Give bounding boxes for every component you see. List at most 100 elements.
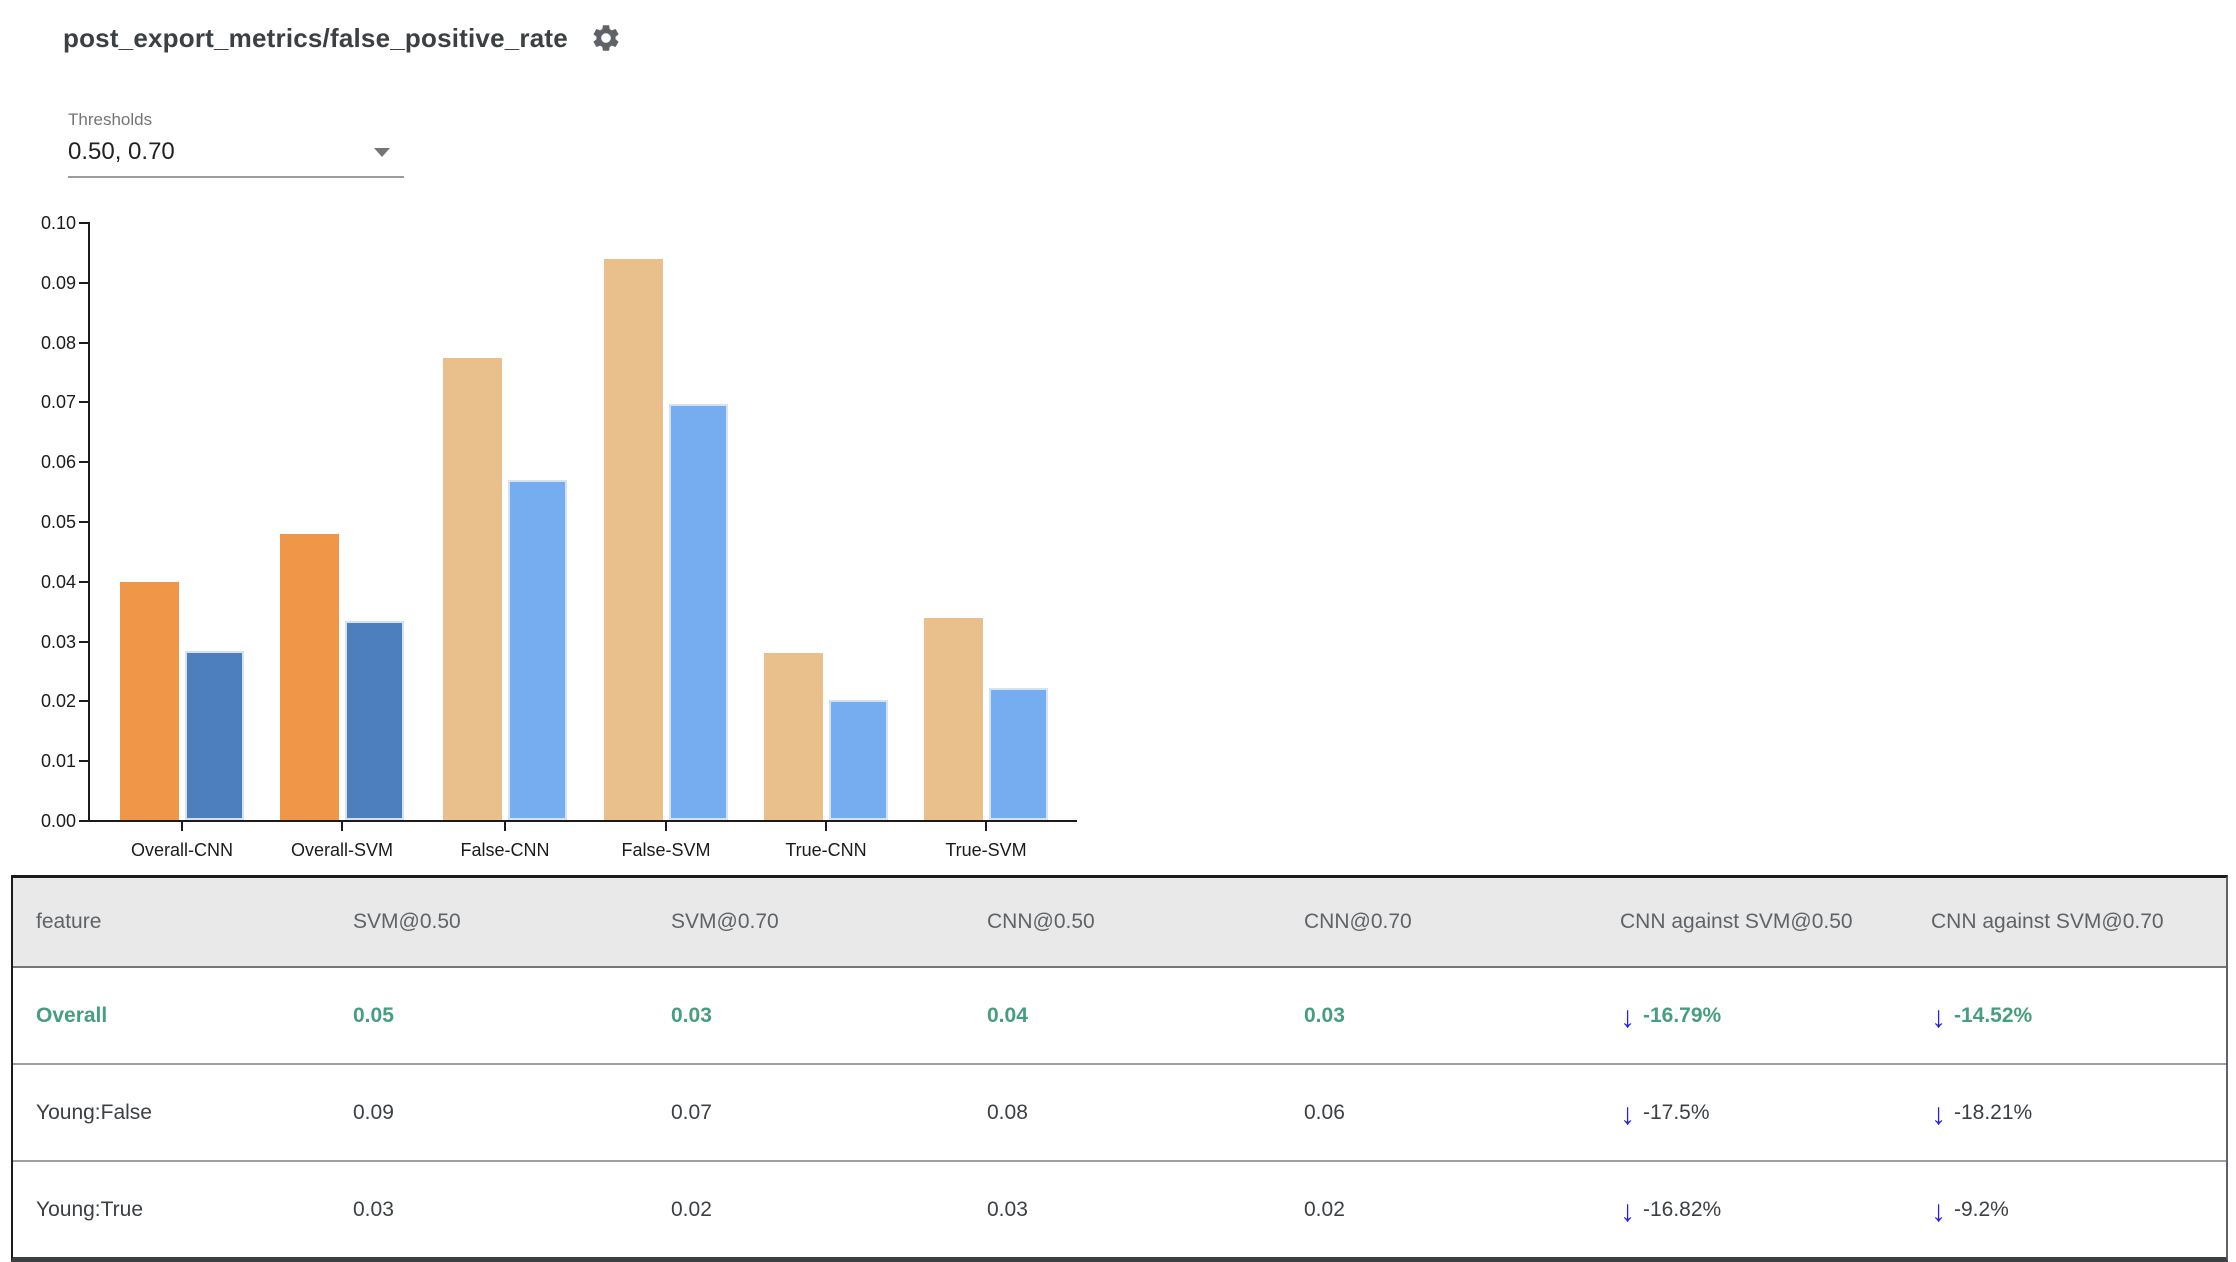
- chevron-down-icon: [374, 147, 390, 157]
- metric-change-cell: ↓ -17.5%: [1597, 1097, 1908, 1131]
- y-tick-label: 0.07: [40, 392, 76, 413]
- y-tick-label: 0.03: [40, 631, 76, 652]
- arrow-down-icon: ↓: [1620, 1097, 1635, 1131]
- y-tick-label: 0.05: [40, 512, 76, 532]
- bar-False-SVM-threshold-0.70[interactable]: [669, 404, 728, 820]
- x-tick: [504, 822, 506, 831]
- x-tick-label: False-SVM: [621, 840, 711, 860]
- y-tick: [79, 640, 88, 643]
- y-tick-label: 0.08: [40, 332, 76, 353]
- y-tick: [79, 222, 88, 224]
- y-tick: [79, 820, 88, 822]
- y-tick: [79, 521, 88, 523]
- change-percent: -17.5%: [1643, 1100, 1710, 1124]
- metric-value-cell: 0.02: [1304, 1197, 1345, 1221]
- column-header-0: feature: [36, 910, 102, 933]
- metrics-table: feature SVM@0.50 SVM@0.70 CNN@0.50 CNN@0.70 C…: [11, 875, 2228, 1262]
- x-tick: [665, 822, 667, 831]
- bar-True-CNN-threshold-0.50[interactable]: [764, 653, 823, 820]
- y-tick: [79, 580, 88, 583]
- metric-change-cell: ↓ -16.82%: [1597, 1194, 1908, 1228]
- change-percent: -9.2%: [1954, 1197, 2009, 1221]
- x-tick: [985, 822, 987, 831]
- bar-False-CNN-threshold-0.70[interactable]: [508, 480, 567, 820]
- metric-value-cell: 0.09: [353, 1100, 394, 1124]
- x-tick-label: Overall-SVM: [290, 840, 393, 860]
- metric-value-cell: 0.03: [987, 1197, 1028, 1221]
- bar-Overall-SVM-threshold-0.70[interactable]: [345, 621, 404, 820]
- arrow-down-icon: ↓: [1931, 1000, 1946, 1034]
- page-title: post_export_metrics/false_positive_rate: [63, 22, 568, 53]
- metric-value-cell: 0.06: [1304, 1100, 1345, 1124]
- metric-value-cell: 0.04: [987, 1003, 1028, 1027]
- bar-Overall-SVM-threshold-0.50[interactable]: [280, 534, 339, 820]
- change-percent: -14.52%: [1954, 1003, 2033, 1027]
- false-positive-rate-bar-chart: 0.00 0.01 0.02 0.03 0.04 0.05 0.06 0.07 0.08 0.09…: [0, 210, 1120, 890]
- settings-gear-icon[interactable]: [590, 22, 622, 54]
- y-tick-label: 0.04: [40, 571, 76, 592]
- arrow-down-icon: ↓: [1620, 1194, 1635, 1228]
- y-tick-label: 0.00: [40, 811, 76, 831]
- y-tick-label: 0.06: [40, 452, 76, 473]
- y-tick: [79, 461, 88, 464]
- thresholds-value: 0.50, 0.70: [68, 138, 175, 165]
- arrow-down-icon: ↓: [1620, 1000, 1635, 1034]
- y-tick-label: 0.10: [40, 213, 76, 233]
- column-header-5: CNN against SVM@0.50: [1620, 910, 1853, 933]
- metric-value-cell: 0.05: [353, 1003, 394, 1027]
- y-tick-label: 0.02: [40, 691, 76, 712]
- bar-False-CNN-threshold-0.50[interactable]: [443, 358, 502, 820]
- x-tick-label: True-CNN: [785, 840, 867, 860]
- y-tick-label: 0.09: [40, 272, 76, 293]
- feature-cell: Young:True: [36, 1197, 144, 1221]
- change-percent: -18.21%: [1954, 1100, 2033, 1124]
- change-percent: -16.82%: [1643, 1197, 1722, 1221]
- table-header-row: feature SVM@0.50 SVM@0.70 CNN@0.50 CNN@0.70 C…: [13, 878, 2226, 968]
- feature-cell: Overall: [36, 1003, 108, 1027]
- table-row[interactable]: Overall 0.05 0.03 0.04 0.03 ↓ -16.79% ↓ -14.52%: [13, 968, 2226, 1063]
- y-tick: [79, 281, 88, 284]
- metric-value-cell: 0.03: [353, 1197, 394, 1221]
- metric-change-cell: ↓ -9.2%: [1908, 1194, 2226, 1228]
- metric-value-cell: 0.07: [671, 1100, 712, 1124]
- x-tick-label: True-SVM: [945, 840, 1027, 860]
- metric-change-cell: ↓ -16.79%: [1597, 1000, 1908, 1034]
- table-row[interactable]: Young:False 0.09 0.07 0.08 0.06 ↓ -17.5% ↓ -18.2…: [13, 1063, 2226, 1160]
- page-title-row: post_export_metrics/false_positive_rate: [63, 22, 622, 54]
- column-header-4: CNN@0.70: [1304, 910, 1412, 933]
- metric-change-cell: ↓ -14.52%: [1908, 1000, 2226, 1034]
- bar-True-SVM-threshold-0.70[interactable]: [989, 688, 1048, 820]
- x-tick-label: False-CNN: [460, 840, 550, 860]
- y-tick: [79, 700, 88, 703]
- bar-True-CNN-threshold-0.70[interactable]: [829, 700, 888, 820]
- metric-value-cell: 0.03: [1304, 1003, 1345, 1027]
- metric-change-cell: ↓ -18.21%: [1908, 1097, 2226, 1131]
- y-axis-line: [88, 222, 90, 822]
- y-tick: [79, 760, 88, 763]
- metric-value-cell: 0.08: [987, 1100, 1028, 1124]
- y-tick: [79, 401, 88, 404]
- feature-cell: Young:False: [36, 1100, 152, 1124]
- y-tick-label: 0.01: [40, 751, 76, 772]
- bar-Overall-CNN-threshold-0.70[interactable]: [185, 651, 244, 820]
- bar-True-SVM-threshold-0.50[interactable]: [924, 618, 983, 820]
- metric-value-cell: 0.03: [671, 1003, 712, 1027]
- column-header-2: SVM@0.70: [671, 910, 779, 933]
- arrow-down-icon: ↓: [1931, 1194, 1946, 1228]
- x-tick: [825, 822, 827, 831]
- x-tick: [181, 822, 183, 831]
- x-tick: [341, 822, 343, 831]
- bar-Overall-CNN-threshold-0.50[interactable]: [120, 582, 179, 820]
- column-header-3: CNN@0.50: [987, 910, 1095, 933]
- metric-value-cell: 0.02: [671, 1197, 712, 1221]
- thresholds-dropdown[interactable]: Thresholds 0.50, 0.70: [68, 110, 404, 178]
- x-axis-line: [88, 820, 1077, 822]
- y-tick: [79, 341, 88, 344]
- change-percent: -16.79%: [1643, 1003, 1722, 1027]
- column-header-1: SVM@0.50: [353, 910, 461, 933]
- bar-False-SVM-threshold-0.50[interactable]: [604, 259, 663, 820]
- x-tick-label: Overall-CNN: [130, 840, 233, 860]
- arrow-down-icon: ↓: [1931, 1097, 1946, 1131]
- table-row[interactable]: Young:True 0.03 0.02 0.03 0.02 ↓ -16.82% ↓ -9.2%: [13, 1160, 2226, 1257]
- thresholds-label: Thresholds: [68, 110, 153, 129]
